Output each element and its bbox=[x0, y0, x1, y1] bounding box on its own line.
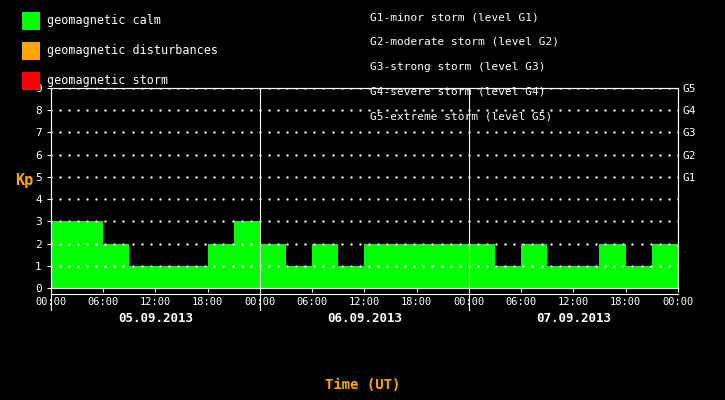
Bar bbox=[181, 266, 207, 288]
Bar bbox=[469, 244, 495, 288]
Text: G4-severe storm (level G4): G4-severe storm (level G4) bbox=[370, 86, 545, 96]
Bar bbox=[51, 221, 77, 288]
Bar bbox=[312, 244, 338, 288]
Bar bbox=[626, 266, 652, 288]
Bar bbox=[338, 266, 364, 288]
Text: 06.09.2013: 06.09.2013 bbox=[327, 312, 402, 325]
Bar bbox=[547, 266, 573, 288]
Text: G1-minor storm (level G1): G1-minor storm (level G1) bbox=[370, 12, 539, 22]
Bar bbox=[391, 244, 417, 288]
Bar bbox=[573, 266, 600, 288]
Text: G5-extreme storm (level G5): G5-extreme storm (level G5) bbox=[370, 111, 552, 121]
Y-axis label: Kp: Kp bbox=[14, 173, 33, 188]
Bar bbox=[495, 266, 521, 288]
Text: geomagnetic disturbances: geomagnetic disturbances bbox=[47, 44, 218, 57]
Bar bbox=[129, 266, 155, 288]
Bar bbox=[652, 244, 678, 288]
Bar bbox=[364, 244, 391, 288]
Bar bbox=[207, 244, 233, 288]
Text: Time (UT): Time (UT) bbox=[325, 378, 400, 392]
Text: geomagnetic storm: geomagnetic storm bbox=[47, 74, 168, 87]
Bar bbox=[600, 244, 626, 288]
Bar bbox=[155, 266, 181, 288]
Text: 05.09.2013: 05.09.2013 bbox=[117, 312, 193, 325]
Bar bbox=[103, 244, 129, 288]
Text: G3-strong storm (level G3): G3-strong storm (level G3) bbox=[370, 62, 545, 72]
Bar bbox=[443, 244, 469, 288]
Bar bbox=[260, 244, 286, 288]
Bar bbox=[233, 221, 260, 288]
Text: 07.09.2013: 07.09.2013 bbox=[536, 312, 611, 325]
Bar bbox=[77, 221, 103, 288]
Bar bbox=[286, 266, 312, 288]
Bar bbox=[521, 244, 547, 288]
Text: G2-moderate storm (level G2): G2-moderate storm (level G2) bbox=[370, 37, 559, 47]
Bar bbox=[417, 244, 443, 288]
Text: geomagnetic calm: geomagnetic calm bbox=[47, 14, 161, 27]
